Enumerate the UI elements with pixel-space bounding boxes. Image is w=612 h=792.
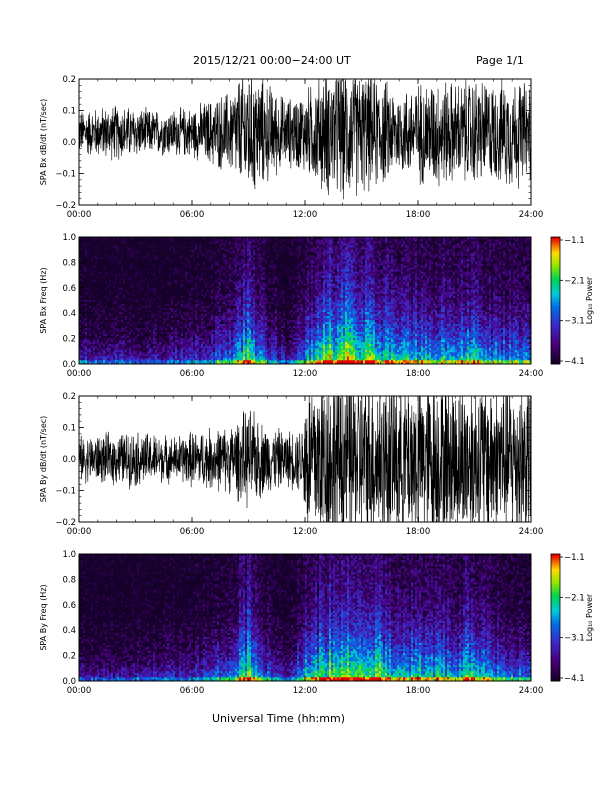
y-tick-label: 0.0 [62,138,76,148]
x-tick-label: 00:00 [67,369,92,379]
x-tick-label: 00:00 [67,527,92,537]
colorbar-tick-label: −1.1 [564,236,585,246]
y-tick-label: 1.0 [62,550,76,560]
x-axis-label: Universal Time (hh:mm) [212,712,345,725]
x-tick-label: 00:00 [67,210,92,220]
x-tick-label: 00:00 [67,686,92,696]
colorbar: −1.1 −2.1 −3.1 −4.1 Log₁₀ Power [550,553,594,684]
x-tick-label: 06:00 [180,369,205,379]
y-tick-label: 0.2 [62,75,76,85]
y-tick-label: 0.2 [62,652,76,662]
colorbar-tick-label: −2.1 [564,276,585,286]
y-tick-label: 0.6 [62,601,76,611]
colorbar: −1.1 −2.1 −3.1 −4.1 Log₁₀ Power [550,236,594,367]
colorbar-label: Log₁₀ Power [585,276,594,324]
y-tick-label: −0.1 [55,487,76,497]
x-tick-label: 06:00 [180,210,205,220]
x-tick-label: 06:00 [180,527,205,537]
trace-line [79,396,531,522]
spectrogram-cells [79,554,531,681]
x-tick-label: 18:00 [406,210,431,220]
panel-spa-by-freq-hz: −1.1 −2.1 −3.1 −4.1 Log₁₀ Power 00:00 06:00 12:… [39,550,594,696]
x-tick-label: 12:00 [293,527,318,537]
colorbar-tick-label: −4.1 [564,357,585,367]
y-tick-label: 0.2 [62,392,76,402]
y-tick-label: 0.1 [62,107,76,117]
y-tick-label: 1.0 [62,233,76,243]
colorbar-tick-label: −4.1 [564,674,585,684]
colorbar-label: Log₁₀ Power [585,593,594,641]
trace-line [79,79,531,200]
spectrogram-cells [79,237,531,364]
plot-title: 2015/12/21 00:00−24:00 UT [193,54,351,67]
y-tick-label: 0.1 [62,424,76,434]
panel-spa-by-db-dt-nt-sec: 00:00 06:00 12:00 18:00 24:00 0.2 0.1 0.0 −0.1 −0… [39,392,544,537]
y-tick-label: −0.2 [55,201,76,211]
y-tick-label: −0.1 [55,170,76,180]
x-tick-label: 18:00 [406,686,431,696]
y-axis-label: SPA Bx Freq (Hz) [39,267,48,333]
y-tick-label: 0.8 [62,258,76,268]
page-indicator: Page 1/1 [476,54,524,67]
panel-spa-bx-freq-hz: −1.1 −2.1 −3.1 −4.1 Log₁₀ Power 00:00 06:00 12:… [39,233,594,379]
x-tick-label: 24:00 [519,369,544,379]
colorbar-tick-label: −2.1 [564,593,585,603]
x-tick-label: 12:00 [293,210,318,220]
x-tick-label: 12:00 [293,686,318,696]
x-tick-label: 18:00 [406,527,431,537]
y-tick-label: 0.4 [62,309,76,319]
colorbar-tick-label: −3.1 [564,634,585,644]
x-tick-label: 24:00 [519,686,544,696]
x-tick-label: 24:00 [519,527,544,537]
y-tick-label: −0.2 [55,518,76,528]
y-axis-label: SPA Bx dB/dt (nT/sec) [39,99,48,186]
y-axis-label: SPA By Freq (Hz) [39,584,48,650]
x-tick-label: 06:00 [180,686,205,696]
y-tick-label: 0.2 [62,335,76,345]
y-tick-label: 0.0 [62,360,76,370]
y-tick-label: 0.4 [62,626,76,636]
colorbar-tick-label: −3.1 [564,317,585,327]
colorbar-tick-label: −1.1 [564,553,585,563]
panel-spa-bx-db-dt-nt-sec: 00:00 06:00 12:00 18:00 24:00 0.2 0.1 0.0 −0.1 −0… [39,75,544,220]
y-tick-label: 0.8 [62,575,76,585]
y-tick-label: 0.0 [62,455,76,465]
y-tick-label: 0.0 [62,677,76,687]
x-tick-label: 24:00 [519,210,544,220]
y-axis-label: SPA By dB/dt (nT/sec) [39,416,48,503]
y-tick-label: 0.6 [62,284,76,294]
x-tick-label: 12:00 [293,369,318,379]
x-tick-label: 18:00 [406,369,431,379]
